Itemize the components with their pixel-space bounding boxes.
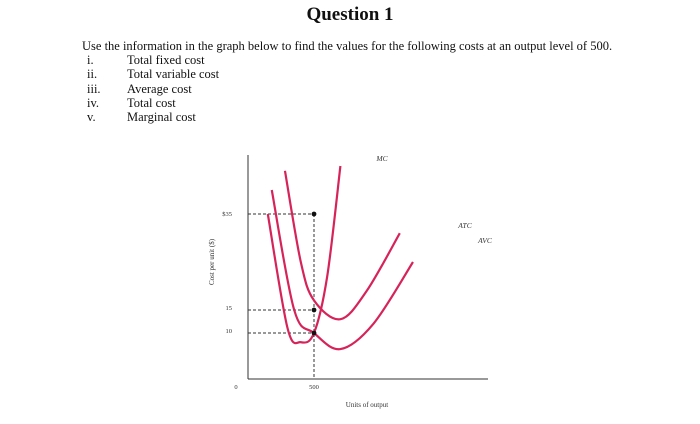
list-item: v. Marginal cost xyxy=(87,110,219,124)
intersection-point xyxy=(311,330,317,336)
list-item: i. Total fixed cost xyxy=(87,53,219,67)
list-item-text: Total fixed cost xyxy=(127,53,205,67)
question-list: i. Total fixed cost ii. Total variable c… xyxy=(87,53,219,124)
x-tick-label: 500 xyxy=(309,384,319,391)
x-tick-label: 0 xyxy=(234,384,237,391)
series-line-atc xyxy=(283,170,401,321)
list-item-number: ii. xyxy=(87,67,98,82)
y-tick-label: 15 xyxy=(226,305,233,312)
intersection-point xyxy=(311,211,317,217)
series-line-mc xyxy=(266,165,342,345)
x-axis-label: Units of output xyxy=(346,401,388,409)
question-intro: Use the information in the graph below t… xyxy=(82,39,613,53)
y-axis-label: Cost per unit ($) xyxy=(208,238,216,285)
list-item-text: Total cost xyxy=(127,95,176,110)
y-tick-label: 10 xyxy=(226,328,233,335)
list-item: iv. Total cost xyxy=(87,96,219,110)
series-label-mc: MC xyxy=(375,154,388,163)
list-item-number: v. xyxy=(87,110,96,125)
intersection-point xyxy=(311,307,317,313)
list-item-text: Total variable cost xyxy=(127,67,220,82)
list-item: iii. Average cost xyxy=(87,82,219,96)
series-label-atc: ATC xyxy=(457,221,472,230)
list-item-text: Marginal cost xyxy=(127,110,196,125)
list-item-text: Average cost xyxy=(127,81,192,96)
list-item-number: iv. xyxy=(87,95,100,110)
question-title: Question 1 xyxy=(306,4,394,25)
series-label-avc: AVC xyxy=(477,236,493,245)
series-line-avc xyxy=(270,189,414,351)
list-item-number: iii. xyxy=(87,81,101,96)
list-item-number: i. xyxy=(87,53,94,67)
list-item: ii. Total variable cost xyxy=(87,67,219,81)
y-tick-label: $35 xyxy=(222,211,232,218)
